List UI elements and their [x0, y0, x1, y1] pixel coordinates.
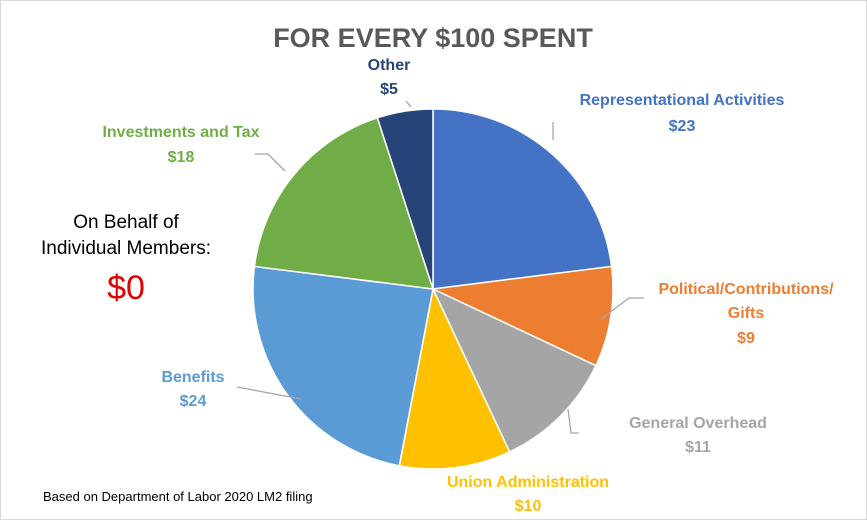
pie-slice-benefits [252, 265, 434, 467]
chart-title: FOR EVERY $100 SPENT [273, 23, 593, 53]
pie-slice-general-overhead [431, 287, 597, 453]
slice-label-other: Other [368, 57, 411, 74]
pie-slice-other [376, 108, 434, 290]
slice-label-general-overhead: General Overhead [629, 415, 767, 432]
slice-label-representational-activities: Representational Activities [580, 92, 785, 109]
leader-line-benefits [236, 386, 302, 400]
slice-label-union-administration: Union Administration [447, 474, 609, 491]
leader-line-investments-and-tax [255, 153, 286, 172]
slice-value-benefits: $24 [180, 393, 207, 410]
leader-line-political-contributions [600, 297, 644, 320]
slice-value-other: $5 [380, 81, 398, 98]
slice-label-political-contributions: Political/Contributions/ [658, 281, 834, 298]
pie-slice-investments-and-tax [253, 116, 435, 290]
slice-value-investments-and-tax: $18 [168, 149, 195, 166]
slice-value-representational-activities: $23 [669, 118, 696, 135]
side-note-line2: Individual Members: [41, 238, 211, 259]
pie-slice-union-administration [398, 286, 511, 470]
pie-slice-political-contributions [430, 265, 614, 367]
side-note-line1: On Behalf of [73, 212, 179, 233]
footnote: Based on Department of Labor 2020 LM2 fi… [43, 489, 313, 504]
slice-labels: Representational Activities $23 Political/… [102, 57, 834, 515]
slice-label-line2-political-contributions: Gifts [728, 305, 765, 322]
side-note-value: $0 [107, 269, 145, 307]
slice-value-union-administration: $10 [515, 498, 542, 515]
leader-line-other [405, 100, 412, 108]
slice-label-benefits: Benefits [161, 369, 224, 386]
slice-value-political-contributions: $9 [737, 330, 755, 347]
slice-value-general-overhead: $11 [685, 439, 711, 456]
pie-slice-representational-activities [432, 108, 613, 290]
slice-label-investments-and-tax: Investments and Tax [102, 124, 259, 141]
leader-lines [236, 100, 644, 434]
pie-slices [252, 108, 614, 470]
leader-line-general-overhead [567, 408, 579, 434]
